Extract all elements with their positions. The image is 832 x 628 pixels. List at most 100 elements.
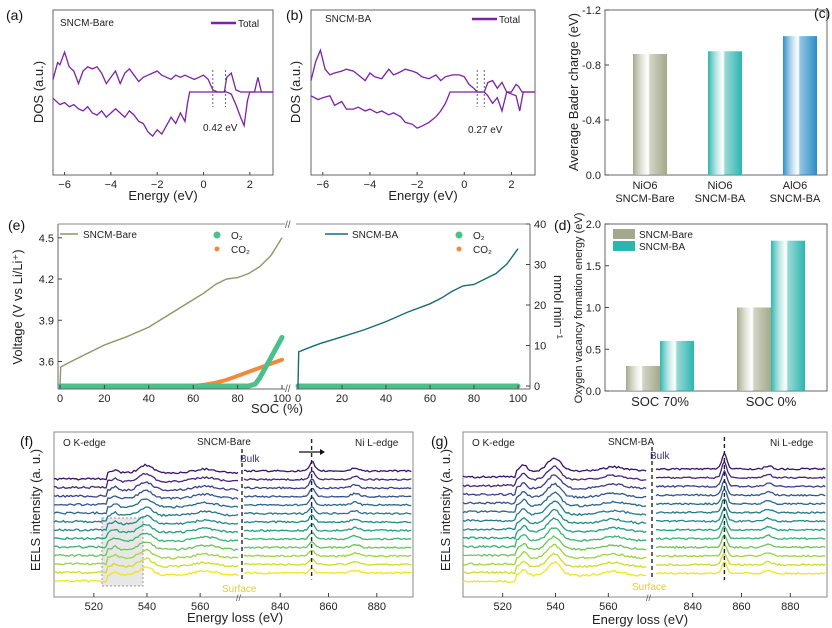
- x-tick-label: 100: [509, 393, 527, 405]
- panel-label-g: (g): [431, 433, 448, 449]
- y-tick-label: 4.5: [39, 233, 54, 245]
- panel-label-a: (a): [6, 7, 23, 23]
- eels-spectrum-o-k: [53, 463, 239, 481]
- legend-swatch-bare: [613, 229, 635, 239]
- eels-spectrum-o-k: [462, 491, 647, 514]
- spectra: [462, 437, 826, 584]
- y-tick-label: 0.0: [586, 386, 601, 398]
- x-tick-label: −2: [151, 179, 164, 191]
- x-axis-ticks: 520 540 560 840 860 880 //: [85, 593, 386, 613]
- eels-spectrum-o-k: [53, 489, 239, 507]
- bar: [737, 307, 771, 391]
- panel-b-dos-ba: (b) SNCM-BA Total 0.27 eV −6 −4 −2 0 2 Energ…: [286, 7, 536, 203]
- panel-label-c: (c): [814, 5, 830, 21]
- eels-spectrum-ni-l: [243, 532, 412, 541]
- legend-label: Total: [238, 19, 259, 30]
- eels-spectrum-ni-l: [655, 479, 826, 497]
- eels-spectrum-ni-l: [655, 469, 826, 489]
- x-tick-label: 540: [546, 601, 564, 613]
- bars: [626, 240, 805, 391]
- axis-break-mark: //: [236, 593, 242, 603]
- y-axis-ticks: 0.0 -0.4 -0.8 -1.2: [582, 5, 609, 182]
- x-category-label: AlO6: [783, 180, 807, 192]
- bar: [626, 365, 660, 391]
- eels-spectrum-o-k: [462, 474, 647, 497]
- x-tick-label: 0: [295, 393, 301, 405]
- eels-spectrum-o-k: [462, 560, 647, 584]
- y-tick-label: 0.0: [586, 170, 601, 182]
- x-tick-label: 880: [781, 601, 799, 613]
- x-tick-label: 520: [85, 601, 103, 613]
- x-tick-label: 860: [732, 601, 750, 613]
- eels-spectrum-o-k: [462, 457, 647, 479]
- x-axis-ticks: −6 −4 −2 0 2: [58, 172, 253, 191]
- eels-spectrum-o-k: [462, 543, 647, 566]
- eels-spectrum-ni-l: [243, 505, 412, 516]
- y-axis-title: DOS (a.u.): [31, 61, 46, 123]
- series: [57, 237, 521, 389]
- x-category-label: SOC 0%: [746, 394, 797, 409]
- x-axis-ticks: −6 −4 −2 0 2: [317, 172, 514, 191]
- bar: [708, 51, 742, 175]
- bars: [633, 36, 817, 175]
- legend-label-ba: SNCM-BA: [639, 242, 685, 253]
- x-tick-label: −4: [105, 179, 118, 191]
- eels-spectrum-o-k: [462, 465, 647, 488]
- eels-spectrum-ni-l: [655, 514, 826, 532]
- x-category-label: SOC 70%: [631, 394, 689, 409]
- y-axis-ticks: 0.0 0.5 1.0 1.5 2.0: [586, 219, 609, 398]
- x-axis-title: Energy loss (eV): [592, 612, 688, 627]
- gap-markers: [476, 70, 485, 107]
- eels-spectrum-ni-l: [655, 552, 826, 567]
- x-tick-label: 560: [599, 601, 617, 613]
- x-tick-label: 0: [200, 179, 206, 191]
- panel-c-bader: (c) 0.0-0.4-0.8-1.2 NiO6SNCM-BareNiO6SNC…: [566, 5, 830, 205]
- axis-ticks: 0 20 40 60 80 100 0 20 40 60 80 100 3.6 3.9 4.2 4.5 0 10 2…: [39, 219, 547, 405]
- legend-label-co2: CO₂: [473, 245, 492, 256]
- plot-title: SNCM-BA: [608, 437, 654, 448]
- x-tick-label: −6: [317, 179, 330, 191]
- x-tick-label: 0: [461, 179, 467, 191]
- plot-frame: [53, 431, 414, 598]
- eels-spectrum-o-k: [54, 472, 239, 490]
- gap-annotation: 0.27 eV: [468, 125, 503, 136]
- gap-markers: [212, 70, 227, 107]
- panel-d-vacancy-energy: (d) 0.0 0.5 1.0 1.5 2.0 SOC 70% SOC 0% SNCM-B…: [554, 213, 828, 409]
- eels-spectrum-ni-l: [243, 514, 412, 524]
- x-tick-label: 2: [247, 179, 253, 191]
- dos-line-spin-down: [310, 91, 535, 129]
- x-tick-label: 540: [138, 601, 156, 613]
- eels-spectrum-o-k: [53, 548, 239, 566]
- y-axis-title: DOS (a.u.): [288, 61, 303, 123]
- x-tick-label: 20: [98, 393, 110, 405]
- dos-line-spin-up: [310, 48, 535, 93]
- y-tick-label: 2.0: [586, 219, 601, 231]
- co2-series: [58, 357, 284, 388]
- gap-annotation: 0.42 eV: [203, 123, 238, 134]
- x-tick-label: 40: [143, 393, 155, 405]
- y-tick-label: 3.9: [39, 315, 54, 327]
- dos-lines: [52, 50, 273, 138]
- plot-frame: [310, 9, 536, 176]
- x-tick-label: −4: [364, 179, 377, 191]
- x-axis-labels: SOC 70% SOC 0%: [631, 394, 797, 409]
- axis-break-mark: //: [646, 593, 652, 603]
- eels-spectrum-ni-l: [655, 560, 826, 575]
- x-tick-label: 0: [57, 393, 63, 405]
- eels-spectrum-ni-l: [243, 470, 412, 482]
- axis-break-top: //: [285, 220, 291, 231]
- spectra: [53, 439, 412, 583]
- annotation-bulk: Bulk: [240, 454, 260, 465]
- x-tick-label: 20: [336, 393, 348, 405]
- legend-label-ba: SNCM-BA: [352, 230, 398, 241]
- x-category-label: SNCM-BA: [770, 193, 821, 205]
- legend-label-o2: O₂: [473, 231, 485, 242]
- x-tick-label: 60: [187, 393, 199, 405]
- y-tick-label: -0.4: [582, 115, 601, 127]
- panel-label-d: (d): [554, 217, 571, 233]
- eels-spectrum-o-k: [53, 532, 239, 549]
- annotation-ni-l-edge: Ni L-edge: [770, 438, 814, 449]
- x-tick-label: 840: [683, 601, 701, 613]
- panel-label-f: (f): [20, 433, 33, 449]
